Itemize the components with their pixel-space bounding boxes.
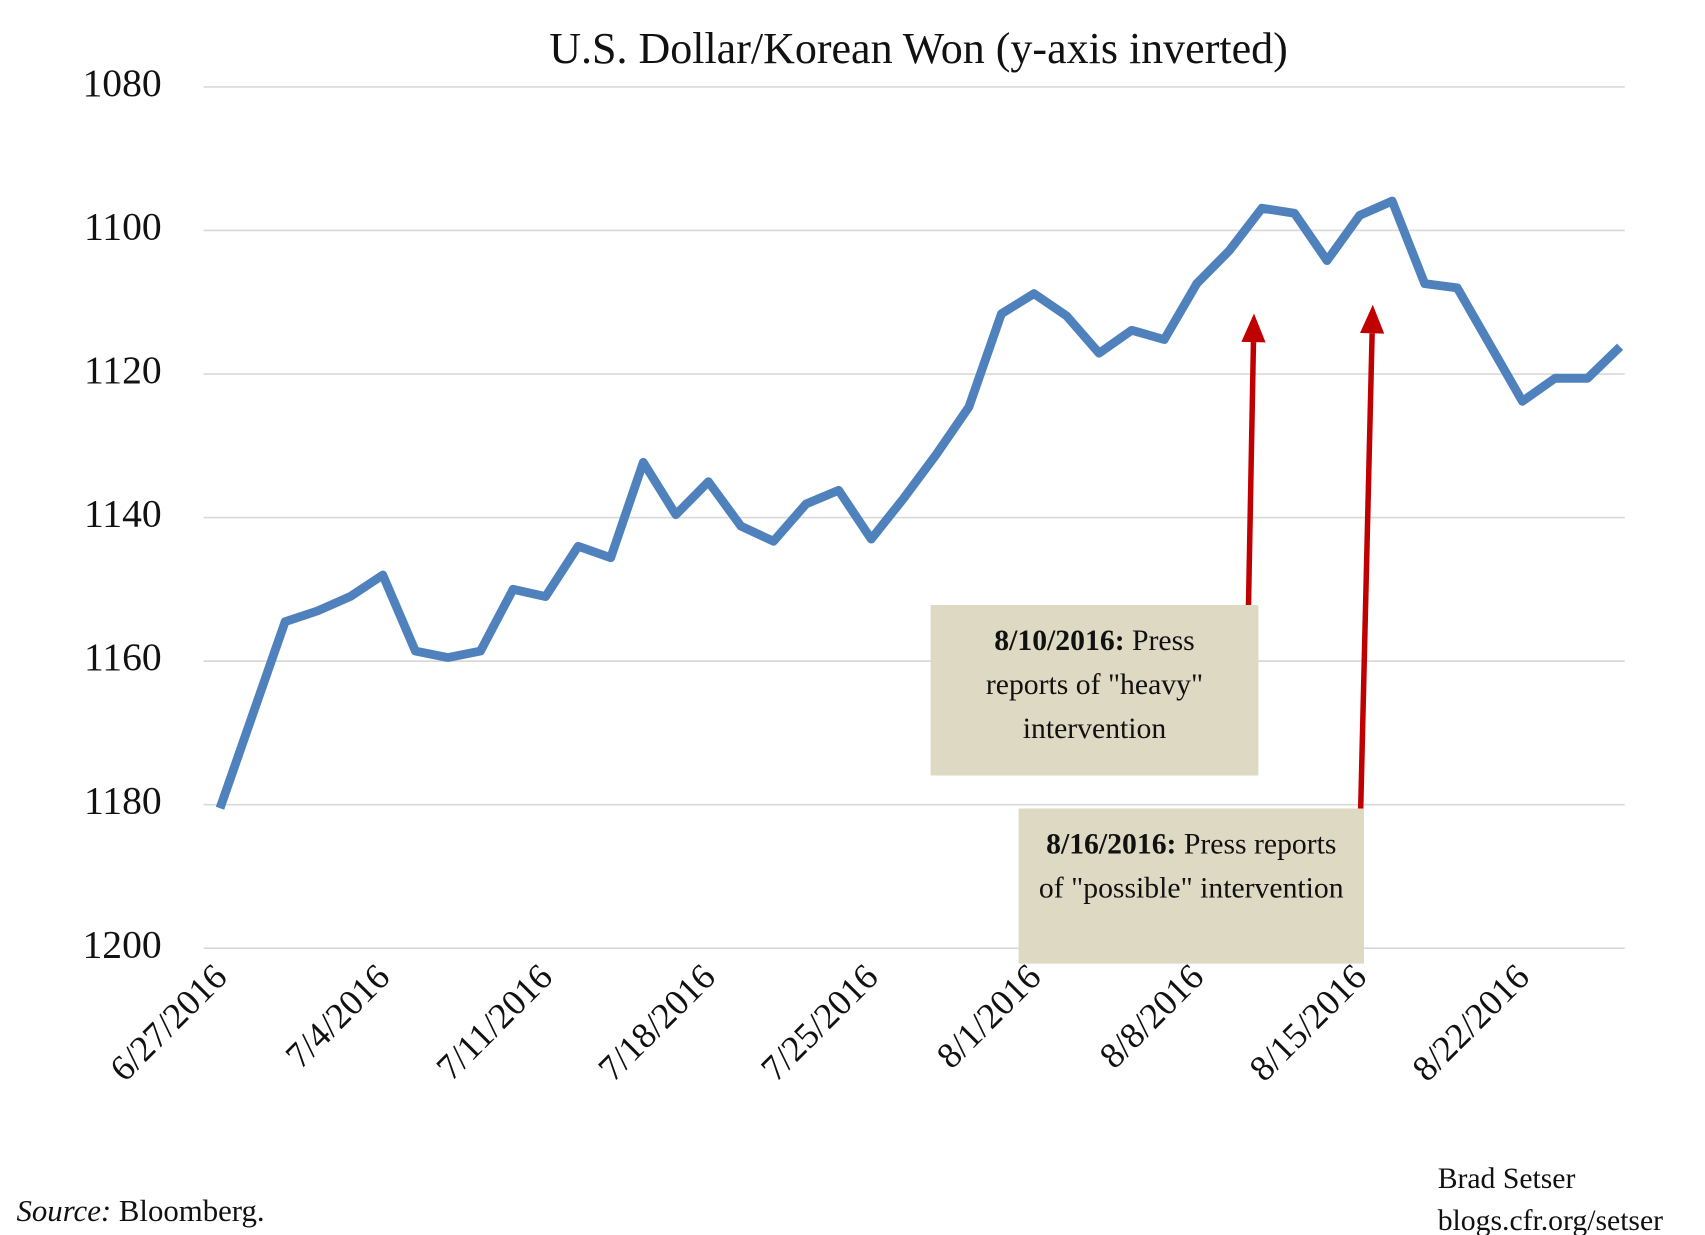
x-tick-label: 8/22/2016 [1404,956,1536,1088]
credit: Brad Setser [1438,1163,1576,1195]
annotation-date: 8/16/2016: [1046,827,1177,861]
annotation-text: 8/16/2016: Press reports of "possible" i… [1019,809,1364,964]
arrow-shaft [1357,333,1375,809]
source-text: Bloomberg. [119,1194,265,1228]
x-tick-label: 8/8/2016 [1092,956,1212,1076]
y-tick-label: 1100 [84,205,162,249]
annotation-text: 8/10/2016: Press reports of "heavy" inte… [931,605,1259,776]
y-tick-label: 1200 [83,922,162,966]
source: Source: Bloomberg. [16,1194,264,1228]
x-tick-label: 6/27/2016 [102,956,234,1088]
x-tick-label: 7/25/2016 [753,956,885,1088]
x-tick-label: 8/15/2016 [1242,956,1374,1088]
data-line [215,196,1624,810]
annotation-date: 8/10/2016: [994,623,1125,657]
annotation-body: Press reports of "possible" intervention [1038,827,1344,905]
y-tick-label: 1080 [83,61,162,105]
x-tick-label: 7/18/2016 [590,956,722,1088]
x-tick-label: 7/11/2016 [429,956,560,1087]
annotation-box [1018,808,1364,964]
y-tick-label: 1180 [84,779,162,823]
annotation: 8/16/2016: Press reports of "possible" i… [1019,809,1364,964]
source-label: Source: [16,1194,111,1228]
x-tick-label: 8/1/2016 [929,956,1049,1076]
y-tick-label: 1120 [84,348,162,392]
annotation-box [930,605,1259,776]
arrow-shaft [1245,342,1257,606]
annotation: 8/10/2016: Press reports of "heavy" inte… [931,605,1259,776]
y-tick-label: 1160 [84,635,162,679]
credit: blogs.cfr.org/setser [1438,1205,1663,1235]
arrow-head [1241,313,1266,343]
chart-title: U.S. Dollar/Korean Won (y-axis inverted) [549,24,1288,73]
x-tick-label: 7/4/2016 [278,956,398,1076]
arrow-head [1360,304,1385,334]
annotation-body: Press reports of "heavy" intervention [985,623,1204,745]
y-tick-label: 1140 [84,492,162,536]
